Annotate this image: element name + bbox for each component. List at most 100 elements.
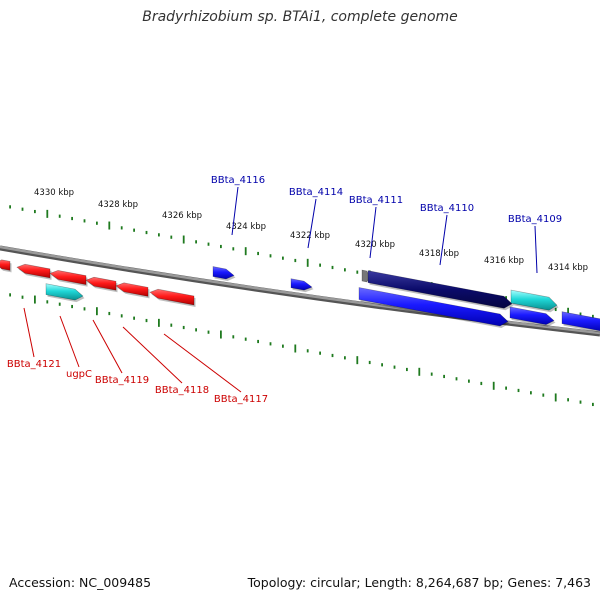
- minor-tick: [220, 244, 222, 249]
- reverse-gene-leader: [163, 333, 242, 393]
- genome-title: Bradyrhizobium sp. BTAi1, complete genom…: [142, 9, 458, 25]
- major-tick: [96, 307, 98, 316]
- reverse-gene-label: BBta_4121: [7, 359, 61, 370]
- minor-tick: [108, 311, 111, 316]
- forward-gene-label: BBta_4114: [289, 187, 343, 198]
- minor-tick: [133, 316, 135, 320]
- reverse-gene-leader: [92, 319, 123, 374]
- gene-bbta-4110: [358, 287, 509, 327]
- minor-tick: [170, 323, 173, 327]
- major-tick: [34, 295, 36, 304]
- major-tick: [418, 367, 421, 376]
- kbp-label: 4316 kbp: [484, 256, 524, 266]
- kbp-label: 4318 kbp: [419, 249, 459, 259]
- minor-tick: [517, 388, 520, 393]
- minor-tick: [592, 402, 594, 407]
- minor-tick: [406, 367, 408, 372]
- minor-tick: [269, 254, 272, 258]
- minor-tick: [58, 214, 61, 218]
- genome-summary: Topology: circular; Length: 8,264,687 bp…: [247, 575, 591, 590]
- dark-feature-bbta-4111: [367, 270, 513, 309]
- forward-gene-label: BBta_4116: [211, 175, 265, 186]
- minor-tick: [282, 256, 284, 260]
- backbone-layer: [0, 245, 600, 337]
- minor-tick: [319, 351, 321, 355]
- genes-layer: [0, 259, 600, 333]
- minor-tick: [430, 372, 433, 376]
- minor-tick: [269, 342, 272, 346]
- minor-tick: [480, 381, 483, 386]
- minor-tick: [120, 226, 123, 230]
- forward-gene-label: BBta_4111: [349, 195, 403, 206]
- minor-tick: [592, 314, 594, 319]
- minor-tick: [207, 242, 210, 246]
- minor-tick: [83, 307, 86, 311]
- minor-tick: [579, 400, 582, 404]
- minor-tick: [145, 318, 148, 323]
- minor-tick: [120, 314, 123, 318]
- reverse-gene-label: BBta_4118: [155, 385, 209, 396]
- minor-tick: [331, 353, 334, 358]
- minor-tick: [331, 265, 334, 270]
- gene-bbta-4116: [212, 266, 235, 280]
- minor-tick: [468, 379, 470, 383]
- minor-tick: [455, 377, 458, 381]
- minor-tick: [579, 312, 582, 316]
- minor-tick: [71, 304, 73, 309]
- minor-tick: [306, 349, 309, 353]
- major-tick: [46, 209, 49, 218]
- minor-tick: [71, 216, 73, 221]
- minor-tick: [344, 268, 346, 272]
- reverse-gene-label: BBta_4119: [95, 375, 149, 386]
- forward-gene-leader: [439, 214, 448, 266]
- major-tick: [492, 381, 495, 390]
- gene-ugpc: [49, 270, 87, 286]
- minor-tick: [9, 205, 11, 209]
- major-tick: [158, 318, 160, 327]
- forward-gene-label: BBta_4110: [420, 203, 474, 214]
- minor-tick: [232, 335, 235, 339]
- reverse-gene-label: BBta_4117: [214, 394, 268, 405]
- kbp-label: 4330 kbp: [34, 188, 74, 198]
- minor-tick: [96, 221, 98, 225]
- minor-tick: [207, 330, 210, 334]
- minor-tick: [170, 235, 173, 239]
- gene-bbta-4108: [561, 311, 600, 332]
- gene-bbta-4122: [0, 259, 11, 271]
- reverse-gene-leader: [23, 307, 35, 358]
- gene-bbta-4109: [509, 306, 555, 325]
- major-tick: [554, 393, 557, 402]
- major-tick: [244, 247, 247, 256]
- minor-tick: [505, 386, 507, 390]
- forward-gene-leader: [369, 206, 377, 259]
- minor-tick: [195, 328, 197, 332]
- minor-tick: [443, 374, 445, 379]
- gene-bbta-4121: [16, 263, 51, 279]
- major-tick: [306, 258, 309, 267]
- minor-tick: [158, 233, 160, 237]
- minor-tick: [567, 398, 569, 402]
- accession-label: Accession: NC_009485: [9, 575, 152, 590]
- gene-bbta-4117: [149, 288, 195, 306]
- major-tick: [567, 307, 569, 316]
- major-tick: [220, 330, 222, 339]
- minor-tick: [46, 300, 49, 304]
- cyan-feature-left: [45, 283, 84, 301]
- minor-tick: [257, 251, 259, 256]
- minor-tick: [21, 295, 24, 299]
- gene-bbta-4114: [290, 278, 313, 291]
- kbp-label: 4328 kbp: [98, 200, 138, 210]
- minor-tick: [294, 258, 297, 263]
- minor-tick: [319, 263, 321, 267]
- minor-tick: [393, 365, 396, 369]
- reverse-gene-leader: [122, 326, 183, 384]
- reverse-gene-label: ugpC: [66, 369, 92, 380]
- backbone-line: [0, 245, 600, 335]
- minor-tick: [257, 339, 259, 344]
- major-tick: [356, 356, 359, 365]
- major-tick: [182, 235, 185, 244]
- kbp-label: 4320 kbp: [355, 240, 395, 250]
- minor-tick: [145, 230, 148, 235]
